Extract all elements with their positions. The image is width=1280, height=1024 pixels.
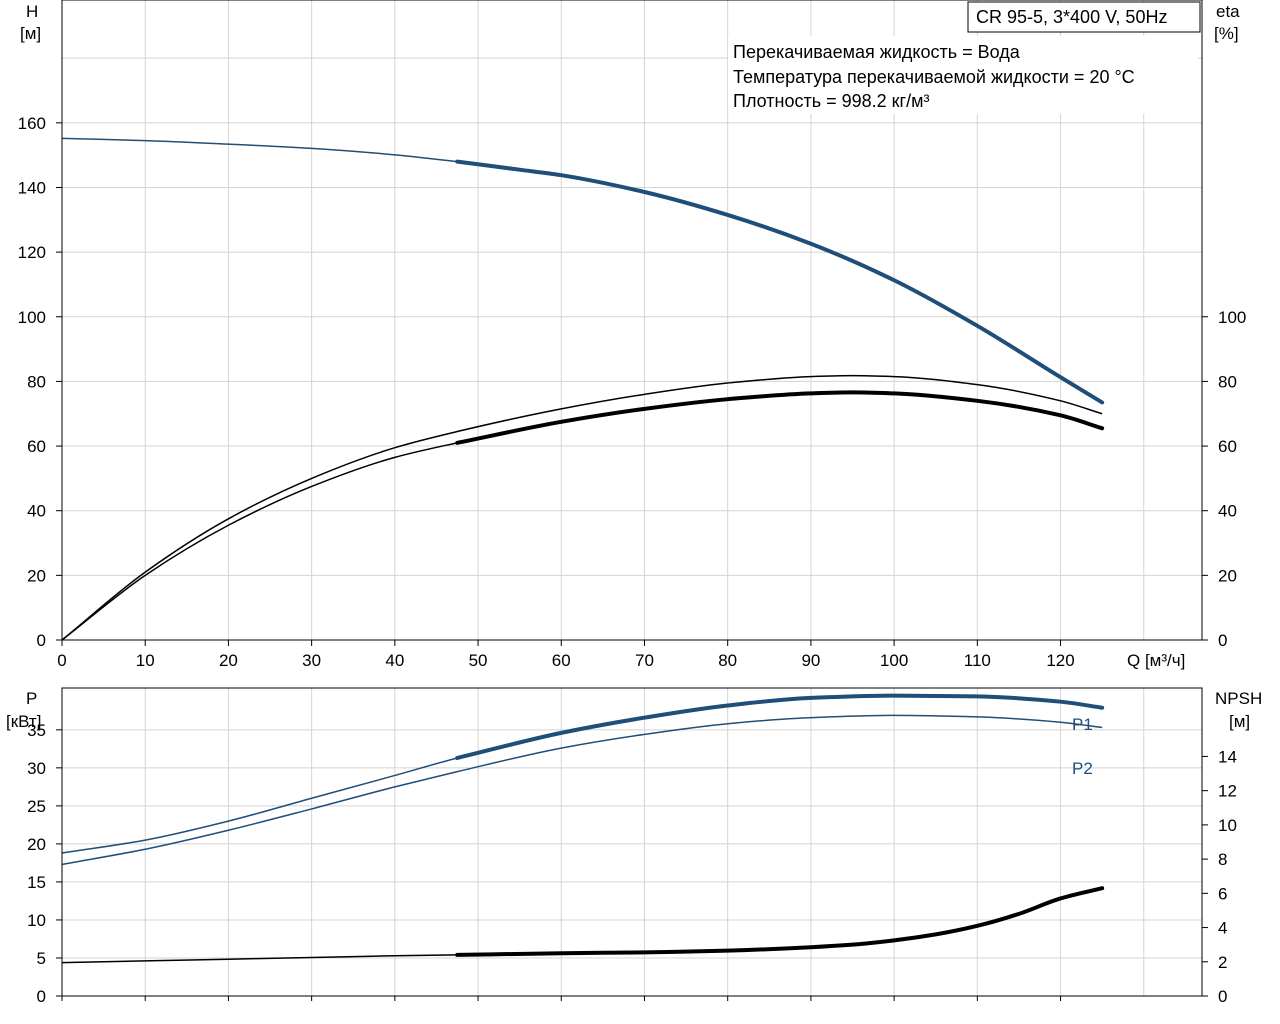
x-tick-label: 100 xyxy=(880,651,908,670)
npsh-axis-label-unit: [м] xyxy=(1229,712,1250,731)
y-left-tick-label: 20 xyxy=(27,566,46,585)
power-npsh-tick-labels: 0 5 10 15 20 25 30 35 0 2 4 6 8 10 12 14 xyxy=(27,721,1237,1006)
y-right-tick-label: 14 xyxy=(1218,747,1237,766)
head-efficiency-tick-labels: 0 20 40 60 80 100 120 140 160 0 20 40 60 80 100 0 10 20 30… xyxy=(18,114,1247,670)
y-right-tick-label: 2 xyxy=(1218,953,1227,972)
title-box xyxy=(967,1,1201,33)
x-tick-label: 120 xyxy=(1046,651,1074,670)
y-left-tick-label: 0 xyxy=(37,631,46,650)
series-line-0-operating-range xyxy=(455,159,1105,405)
y-right-tick-label: 60 xyxy=(1218,437,1237,456)
y-left-tick-label: 40 xyxy=(27,502,46,521)
y-left-label-unit: [м] xyxy=(20,24,41,43)
power-npsh-chart: 0 5 10 15 20 25 30 35 0 2 4 6 8 10 12 14 P [кВт] NPSH [… xyxy=(6,687,1262,1006)
x-tick-label: 50 xyxy=(469,651,488,670)
y-right-tick-label: 80 xyxy=(1218,372,1237,391)
y-left-label-symbol: H xyxy=(26,2,38,21)
y-right-tick-label: 6 xyxy=(1218,884,1227,903)
y-left-tick-label: 80 xyxy=(27,372,46,391)
y-right-tick-label: 100 xyxy=(1218,308,1246,327)
y-right-label-symbol: eta xyxy=(1216,2,1240,21)
x-tick-label: 90 xyxy=(801,651,820,670)
y-right-tick-label: 40 xyxy=(1218,502,1237,521)
series-line-0-operating-range xyxy=(455,693,1105,760)
y-right-tick-label: 10 xyxy=(1218,816,1237,835)
npsh-axis-label-symbol: NPSH xyxy=(1215,689,1262,708)
y-left-tick-label: 25 xyxy=(27,797,46,816)
series-label-p1: P1 xyxy=(1072,715,1093,734)
series-line-2-operating-range xyxy=(455,390,1105,445)
y-right-tick-label: 20 xyxy=(1218,566,1237,585)
x-tick-label: 10 xyxy=(136,651,155,670)
x-tick-label: 70 xyxy=(635,651,654,670)
series-label-p2: P2 xyxy=(1072,759,1093,778)
x-tick-label: 110 xyxy=(964,651,991,670)
head-efficiency-chart: 0 20 40 60 80 100 120 140 160 0 20 40 60 80 100 0 10 20 30… xyxy=(18,0,1247,670)
y-left-tick-label: 5 xyxy=(37,949,46,968)
annotation-box xyxy=(728,36,1198,114)
y-left-tick-label: 100 xyxy=(18,308,46,327)
y-left-tick-label: 0 xyxy=(37,987,46,1006)
x-tick-label: 0 xyxy=(57,651,66,670)
power-npsh-curves xyxy=(61,693,1105,964)
y-left-tick-label: 120 xyxy=(18,243,46,262)
p-axis-label-unit: [кВт] xyxy=(6,712,41,731)
x-tick-label: 40 xyxy=(385,651,404,670)
series-line-2-thin xyxy=(61,391,1103,641)
y-left-tick-label: 60 xyxy=(27,437,46,456)
annotation-liquid: Перекачиваемая жидкость = Вода xyxy=(733,42,1021,62)
y-left-tick-label: 35 xyxy=(27,721,46,740)
y-left-tick-label: 20 xyxy=(27,835,46,854)
x-axis-label: Q [м³/ч] xyxy=(1127,651,1185,670)
x-tick-label: 80 xyxy=(718,651,737,670)
y-left-tick-label: 140 xyxy=(18,178,46,197)
y-left-tick-label: 15 xyxy=(27,873,46,892)
y-right-tick-label: 8 xyxy=(1218,850,1227,869)
chart-title: CR 95-5, 3*400 V, 50Hz xyxy=(976,7,1167,27)
head-efficiency-curves xyxy=(61,137,1105,641)
y-right-tick-label: 12 xyxy=(1218,782,1237,801)
x-tick-label: 60 xyxy=(552,651,571,670)
annotation-temperature: Температура перекачиваемой жидкости = 20… xyxy=(733,67,1135,87)
series-line-1-thin xyxy=(61,714,1103,866)
y-left-tick-label: 10 xyxy=(27,911,46,930)
annotation-density: Плотность = 998.2 кг/м³ xyxy=(733,91,929,111)
power-npsh-grid xyxy=(61,688,1202,997)
y-right-tick-label: 0 xyxy=(1218,631,1227,650)
x-tick-label: 30 xyxy=(302,651,321,670)
series-line-1-thin xyxy=(61,374,1103,641)
y-right-tick-label: 0 xyxy=(1218,987,1227,1006)
y-left-tick-label: 160 xyxy=(18,114,46,133)
y-right-label-unit: [%] xyxy=(1214,24,1239,43)
x-tick-label: 20 xyxy=(219,651,238,670)
y-left-tick-label: 30 xyxy=(27,759,46,778)
y-right-tick-label: 4 xyxy=(1218,919,1227,938)
power-npsh-plot-frame xyxy=(61,687,1203,997)
series-line-2-operating-range xyxy=(455,886,1105,957)
p-axis-label-symbol: P xyxy=(26,689,37,708)
head-efficiency-plot-frame xyxy=(61,0,1203,641)
series-line-0-thin xyxy=(61,694,1103,854)
